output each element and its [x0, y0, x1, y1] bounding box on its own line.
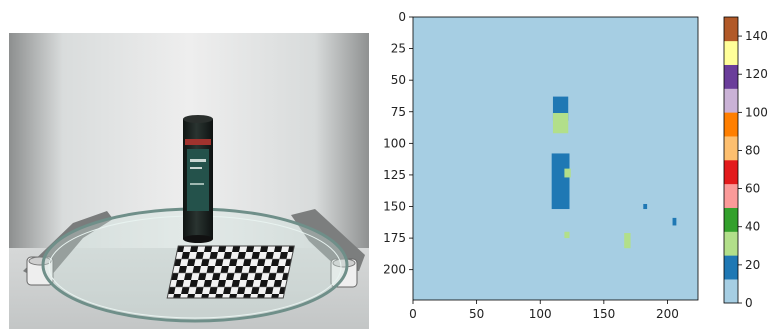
heatmap-region-can-top-band — [552, 113, 569, 134]
colorbar-segment — [724, 207, 738, 232]
colorbar-tick-label: 0 — [745, 296, 753, 310]
x-tick-label: 50 — [469, 307, 484, 321]
colorbar-segment — [724, 136, 738, 161]
colorbar-tick-label: 120 — [745, 67, 768, 81]
colorbar-segment — [724, 279, 738, 304]
y-tick-label: 125 — [383, 168, 406, 182]
colorbar-segment — [724, 112, 738, 137]
colorbar-tick-label: 20 — [745, 258, 760, 272]
scene-photo-drawing — [9, 33, 369, 329]
heatmap-region-speck-1 — [643, 203, 648, 210]
y-tick-label: 75 — [391, 105, 406, 119]
heatmap-region-blob-2 — [624, 233, 631, 249]
y-tick-label: 150 — [383, 200, 406, 214]
colorbar-segment — [724, 231, 738, 256]
heatmap-region-can-body-patch — [564, 168, 571, 178]
spray-can — [183, 115, 213, 243]
heatmap-region-can-body — [551, 153, 570, 210]
colorbar-segment — [724, 255, 738, 280]
colorbar: 0 20 40 60 80 100 120 140 — [723, 16, 768, 310]
colorbar-frame — [723, 16, 739, 304]
colorbar-segment — [724, 183, 738, 208]
colorbar-segment — [724, 64, 738, 89]
x-tick-label: 0 — [409, 307, 417, 321]
colorbar-segment — [724, 160, 738, 185]
y-tick-label: 50 — [391, 73, 406, 87]
y-tick-label: 100 — [383, 136, 406, 150]
checkerboard — [166, 245, 295, 299]
heatmap-cells — [413, 17, 698, 300]
colorbar-tick-label: 60 — [745, 182, 760, 196]
colorbar-segment — [724, 88, 738, 113]
colorbar-tick-label: 100 — [745, 105, 768, 119]
heatmap-region-speck-2 — [672, 217, 677, 226]
y-tick-label: 0 — [398, 10, 406, 24]
right-clamp — [291, 209, 365, 288]
colorbar-tick-label: 80 — [745, 143, 760, 157]
x-tick-label: 150 — [592, 307, 615, 321]
colorbar-segment — [724, 17, 738, 42]
y-tick-label: 200 — [383, 263, 406, 277]
plot-axes: 0 25 50 75 100 125 150 175 200 0 50 100 150 200 — [383, 10, 699, 321]
y-tick-label: 175 — [383, 231, 406, 245]
colorbar-segment — [724, 40, 738, 65]
scene-photo — [9, 33, 369, 329]
colorbar-tick-label: 140 — [745, 29, 768, 43]
heatmap-region-blob-1 — [564, 231, 570, 239]
plot-frame — [412, 16, 699, 301]
x-tick-label: 200 — [656, 307, 679, 321]
y-tick-label: 25 — [391, 42, 406, 56]
colorbar-tick-label: 40 — [745, 220, 760, 234]
x-tick-label: 100 — [529, 307, 552, 321]
